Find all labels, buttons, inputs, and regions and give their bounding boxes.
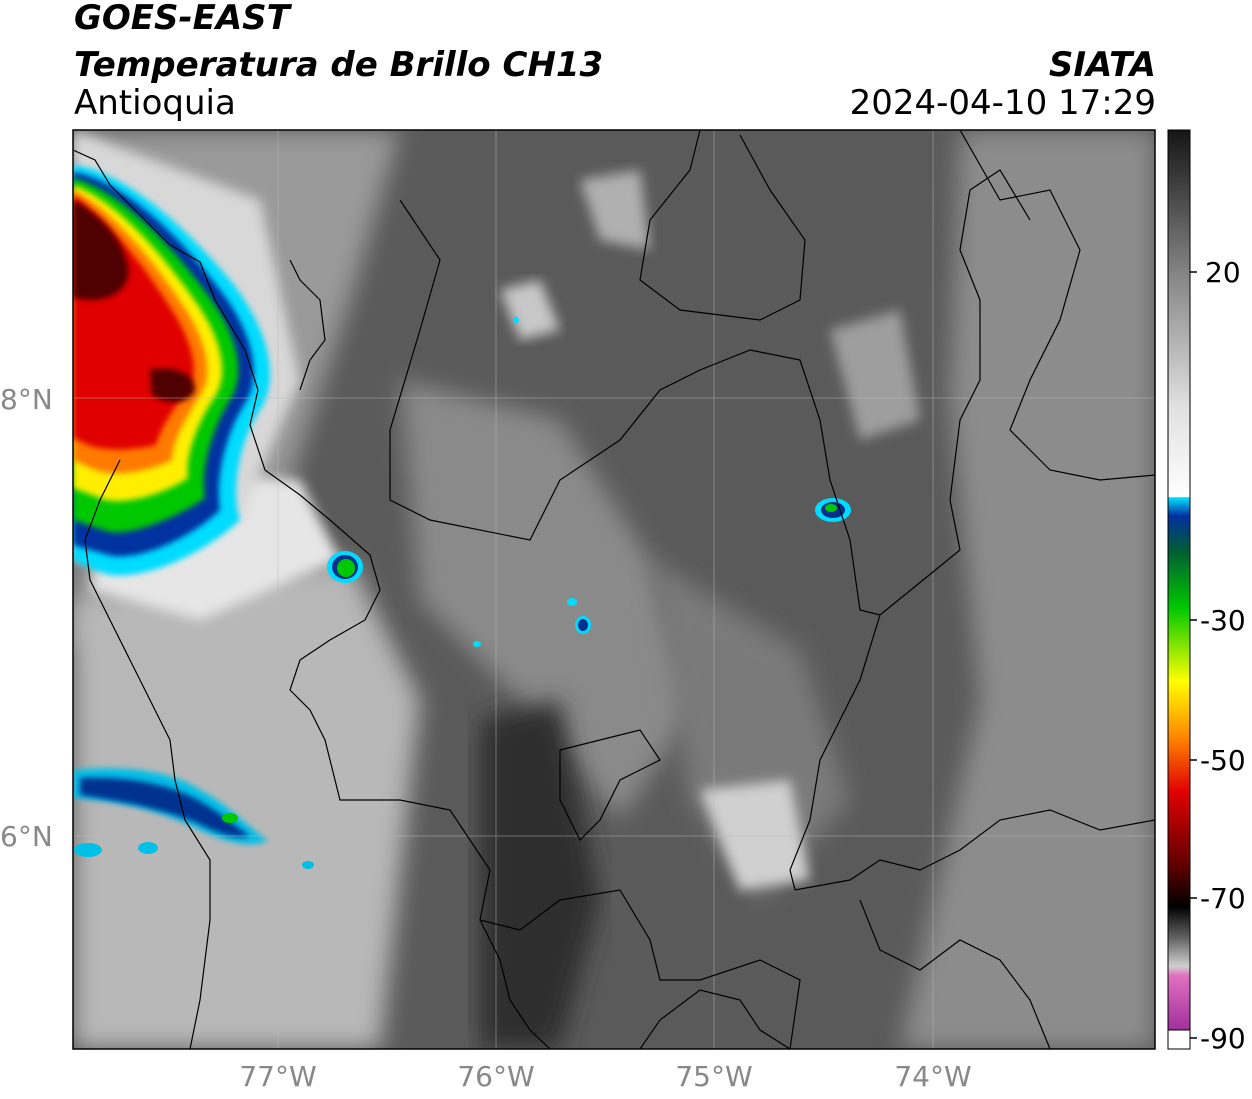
colorbar-tick-minus90: -90	[1200, 1022, 1246, 1055]
colorbar-tick-20: 20	[1205, 256, 1241, 289]
colorbar	[1167, 129, 1191, 1050]
lon-label-74w: 74°W	[894, 1060, 972, 1093]
boundaries	[73, 130, 1155, 1049]
lat-label-8n: 8°N	[0, 383, 53, 416]
satellite-title: GOES-EAST	[74, 0, 290, 38]
colorbar-ticks	[1190, 271, 1197, 1039]
lat-label-6n: 6°N	[0, 820, 53, 853]
lon-label-76w: 76°W	[457, 1060, 535, 1093]
product-title: Temperatura de Brillo CH13	[74, 45, 604, 85]
map-frame	[72, 129, 1156, 1050]
colorbar-min-cell	[1167, 1029, 1191, 1050]
map-imagery	[73, 130, 1155, 1049]
colorbar-tick-minus30: -30	[1200, 604, 1246, 637]
agency-label: SIATA	[1048, 45, 1156, 85]
colorbar-tick-minus50: -50	[1200, 744, 1246, 777]
datetime-label: 2024-04-10 17:29	[849, 83, 1156, 123]
colorbar-tick-minus70: -70	[1200, 882, 1246, 915]
region-label: Antioquia	[74, 83, 236, 123]
lon-label-77w: 77°W	[239, 1060, 317, 1093]
lon-label-75w: 75°W	[675, 1060, 753, 1093]
gridlines	[73, 130, 1155, 1049]
